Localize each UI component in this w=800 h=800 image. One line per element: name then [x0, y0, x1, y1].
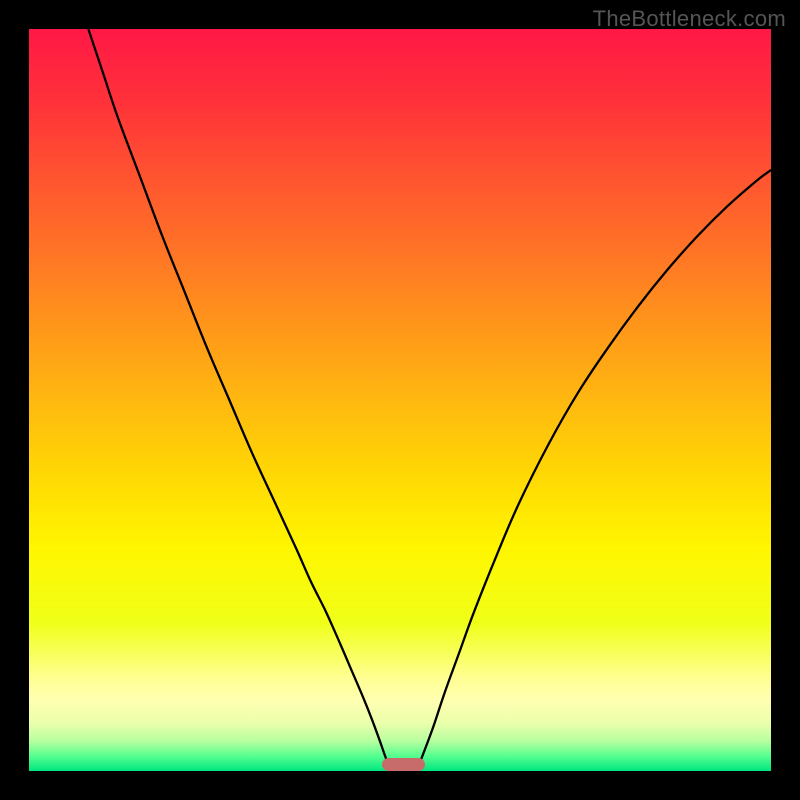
curve-left-branch — [88, 29, 389, 766]
curve-right-branch — [419, 170, 771, 766]
watermark-label: TheBottleneck.com — [593, 6, 786, 32]
bottleneck-curve — [29, 29, 771, 771]
optimal-marker — [382, 758, 425, 771]
plot-area — [29, 29, 771, 771]
chart-container: TheBottleneck.com — [0, 0, 800, 800]
